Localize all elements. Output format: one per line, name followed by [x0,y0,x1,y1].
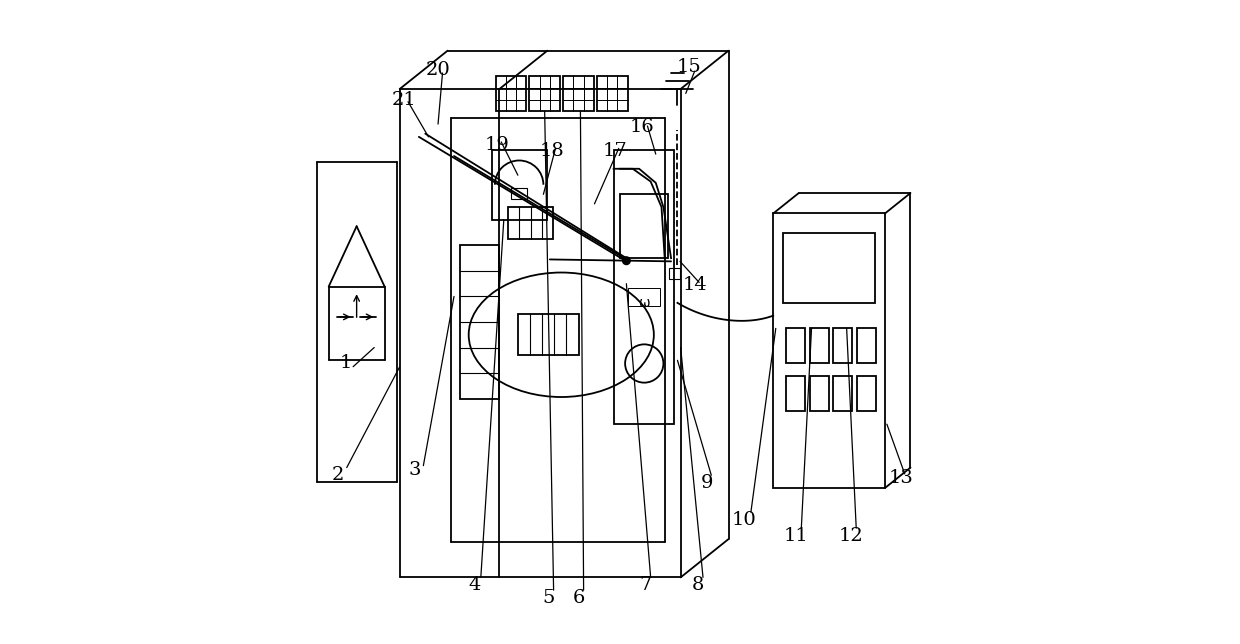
Text: 12: 12 [838,527,863,545]
Text: 15: 15 [677,57,702,75]
Bar [492,149,547,220]
Text: 3: 3 [408,461,420,479]
Bar [563,76,594,111]
Text: 17: 17 [603,142,627,160]
Text: 21: 21 [392,91,417,109]
Bar [614,149,675,424]
Bar [857,328,875,363]
Text: 20: 20 [425,61,450,79]
Circle shape [622,257,630,265]
Text: 9: 9 [701,474,713,492]
Bar [668,269,680,279]
Bar [857,376,875,412]
Text: 10: 10 [732,511,756,529]
Bar [460,245,498,399]
Text: 6: 6 [573,589,585,607]
Bar [620,194,668,258]
Text: 13: 13 [889,469,914,488]
Text: 7: 7 [640,576,652,594]
Bar [786,376,805,412]
Text: 14: 14 [683,276,708,294]
Bar [810,376,828,412]
Text: 5: 5 [542,589,554,607]
Bar [833,328,852,363]
Text: 16: 16 [630,118,655,137]
Text: 2: 2 [331,466,343,484]
Text: 19: 19 [485,135,510,153]
Bar [810,328,828,363]
Bar [518,314,579,355]
Bar [596,76,627,111]
Bar [774,213,885,488]
Text: 4: 4 [469,576,481,594]
Bar [629,288,660,306]
Bar [496,76,526,111]
Text: 8: 8 [692,576,704,594]
Text: 1: 1 [340,354,352,372]
Bar [833,376,852,412]
Text: ω: ω [639,296,650,310]
Bar [508,207,553,239]
Bar [782,232,875,303]
Text: 18: 18 [539,142,564,160]
Text: 11: 11 [784,527,808,545]
Bar [511,188,527,200]
Bar [786,328,805,363]
Bar [529,76,560,111]
